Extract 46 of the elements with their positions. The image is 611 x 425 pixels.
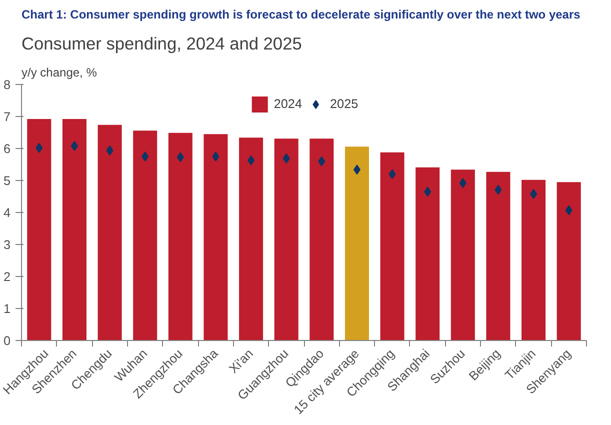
y-axis-title: y/y change, % [22,66,98,80]
bar [556,182,581,340]
point [106,145,114,156]
bar [274,138,298,340]
legend-label: 2024 [274,97,302,111]
point [353,164,360,175]
bar [450,170,475,340]
legend-label: 2025 [330,97,358,111]
bar [62,119,86,340]
point [176,152,184,162]
bar [27,119,52,340]
point [36,142,43,153]
bar [98,124,122,340]
y-tick-label: 8 [3,78,11,92]
point [70,140,78,151]
point [530,188,538,199]
bar [380,152,404,340]
chart-title: Chart 1: Consumer spending growth is forecast to decelerate significantly over the next two years [22,8,581,22]
y-tick-label: 6 [3,142,11,156]
point [282,153,290,164]
chart-subtitle: Consumer spending, 2024 and 2025 [22,34,302,54]
point [424,186,432,197]
bar [204,134,228,340]
bar [344,146,369,340]
y-tick-label: 4 [3,206,11,220]
y-tick-label: 3 [3,238,11,252]
bar [522,180,546,340]
point [248,155,255,166]
y-tick-label: 0 [3,334,11,348]
point [388,169,396,180]
bar [416,167,440,340]
point [318,156,326,166]
bar [486,172,510,340]
point [212,152,220,162]
y-tick-label: 2 [3,270,11,284]
bar [133,130,158,340]
y-tick-label: 7 [3,110,11,124]
point [459,178,466,188]
point [565,205,572,216]
point [494,184,502,195]
bar [168,132,192,340]
bar [310,138,334,340]
point [142,152,149,162]
y-tick-label: 1 [3,302,11,316]
y-tick-label: 5 [3,174,11,188]
bar [239,138,264,340]
